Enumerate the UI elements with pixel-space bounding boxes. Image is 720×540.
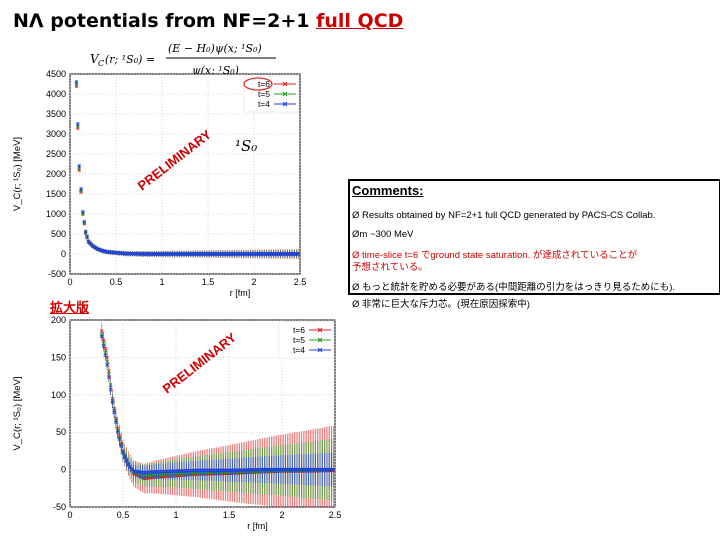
x-tick-label: 1.5	[202, 277, 215, 287]
y-tick-label: 4000	[46, 89, 66, 99]
data-point	[85, 234, 89, 239]
data-point	[119, 444, 124, 448]
data-point	[74, 80, 79, 84]
plot-bottom: -50 0 50 100 150 200 0 0.5 1 1.5 2 2.5 r [fm] V_C(r; …	[0, 312, 345, 540]
x-tick-label: 2.5	[294, 277, 307, 287]
y-tick-label: 200	[51, 315, 66, 325]
legend-marker	[282, 101, 288, 107]
data-point	[76, 122, 80, 126]
y-tick-label: 3500	[46, 109, 66, 119]
y-tick-label: 50	[56, 427, 66, 437]
legend-marker	[317, 347, 323, 353]
y-axis-label: V_C(r; ¹S₀) [MeV]	[12, 376, 23, 450]
data-point	[83, 229, 88, 234]
data-point	[110, 400, 115, 405]
data-point	[79, 187, 83, 191]
y-tick-label: -50	[53, 502, 66, 512]
y-tick-label: 0	[61, 249, 66, 259]
comment-item: Ø time-slice t=6 でground state saturatio…	[352, 250, 638, 261]
title-highlight: full QCD	[316, 10, 404, 32]
series-t=4	[74, 79, 300, 257]
y-tick-label: 2500	[46, 149, 66, 159]
legend-label: t=4	[258, 99, 270, 109]
series-t=4	[99, 331, 335, 487]
legend-label: t=5	[293, 335, 305, 345]
formula-lhs: V	[90, 52, 100, 66]
legend-label: t=5	[258, 89, 270, 99]
data-point	[99, 334, 104, 339]
data-point	[331, 467, 335, 472]
x-tick-label: 0	[67, 277, 72, 287]
data-point	[107, 375, 111, 380]
y-tick-label: 500	[51, 229, 66, 239]
data-point	[81, 210, 85, 214]
title-text: NΛ potentials from NF=2+1	[13, 10, 317, 32]
y-tick-label: 1500	[46, 189, 66, 199]
y-tick-label: -500	[48, 269, 66, 279]
data-point	[77, 164, 82, 168]
data-point	[117, 437, 122, 441]
data-point	[115, 430, 120, 435]
x-axis-label: r [fm]	[247, 521, 268, 531]
comment-item: Ø Results obtained by NF=2+1 full QCD ge…	[352, 210, 656, 221]
zoom-label: 拡大版	[50, 301, 90, 316]
data-point	[114, 420, 118, 425]
y-tick-label: 1000	[46, 209, 66, 219]
x-tick-label: 1	[159, 277, 164, 287]
comment-item: Ø もっと統計を貯める必要がある(中間距離の引力をはっきり見るためにも).	[352, 282, 675, 293]
data-point	[108, 387, 113, 392]
comments-box	[348, 179, 720, 295]
legend-label: t=6	[293, 325, 305, 335]
y-tick-label: 150	[51, 352, 66, 362]
legend-highlight	[243, 77, 273, 91]
data-point	[122, 455, 127, 459]
data-point	[82, 219, 87, 224]
x-tick-label: 0.5	[117, 510, 130, 520]
legend-label: t=4	[293, 345, 305, 355]
data-point	[121, 451, 125, 455]
slide-title: NΛ potentials from NF=2+1 full QCD	[13, 10, 403, 32]
formula-lhs-sub: C	[98, 59, 104, 68]
x-axis-label: r [fm]	[230, 288, 251, 298]
legend-marker	[282, 91, 288, 97]
x-tick-label: 0.5	[110, 277, 123, 287]
data-layer	[74, 79, 300, 259]
comment-item: Øm ~300 MeV	[352, 229, 414, 240]
x-tick-label: 2.5	[329, 510, 342, 520]
data-point	[105, 363, 109, 367]
data-point	[103, 353, 108, 358]
data-point	[112, 410, 116, 415]
data-point	[101, 344, 106, 348]
legend-label: t=6	[258, 79, 270, 89]
data-layer	[99, 323, 335, 507]
comments-title: Comments:	[352, 183, 424, 198]
formula-lhs-args: (r; ¹S₀) =	[105, 53, 155, 66]
y-tick-label: 100	[51, 390, 66, 400]
channel-label: ¹S₀	[235, 137, 257, 155]
legend-marker	[317, 337, 323, 343]
x-tick-label: 2	[279, 510, 284, 520]
y-tick-label: 0	[61, 465, 66, 475]
y-axis-label: V_C(r; ¹S₀) [MeV]	[12, 137, 23, 211]
x-tick-label: 1.5	[223, 510, 236, 520]
y-tick-label: 2000	[46, 169, 66, 179]
y-tick-label: 3000	[46, 129, 66, 139]
legend-marker	[317, 327, 323, 333]
comment-item: Ø 非常に巨大な斥力芯。(現在原因探索中)	[352, 299, 530, 310]
data-point	[124, 459, 129, 463]
x-tick-label: 1	[173, 510, 178, 520]
x-tick-label: 0	[67, 510, 72, 520]
plot-top: -500 0 500 1000 1500 2000 2500 3000 3500 4000 4500…	[0, 66, 345, 311]
y-tick-label: 4500	[46, 69, 66, 79]
comment-item: 予想されている。	[352, 262, 428, 273]
chart-top: -500050010001500200025003000350040004500…	[12, 69, 307, 298]
legend-marker	[282, 81, 288, 87]
formula-numerator: (E − H₀)ψ(x; ¹S₀)	[168, 42, 262, 55]
x-tick-label: 2	[251, 277, 256, 287]
data-point	[296, 252, 300, 256]
